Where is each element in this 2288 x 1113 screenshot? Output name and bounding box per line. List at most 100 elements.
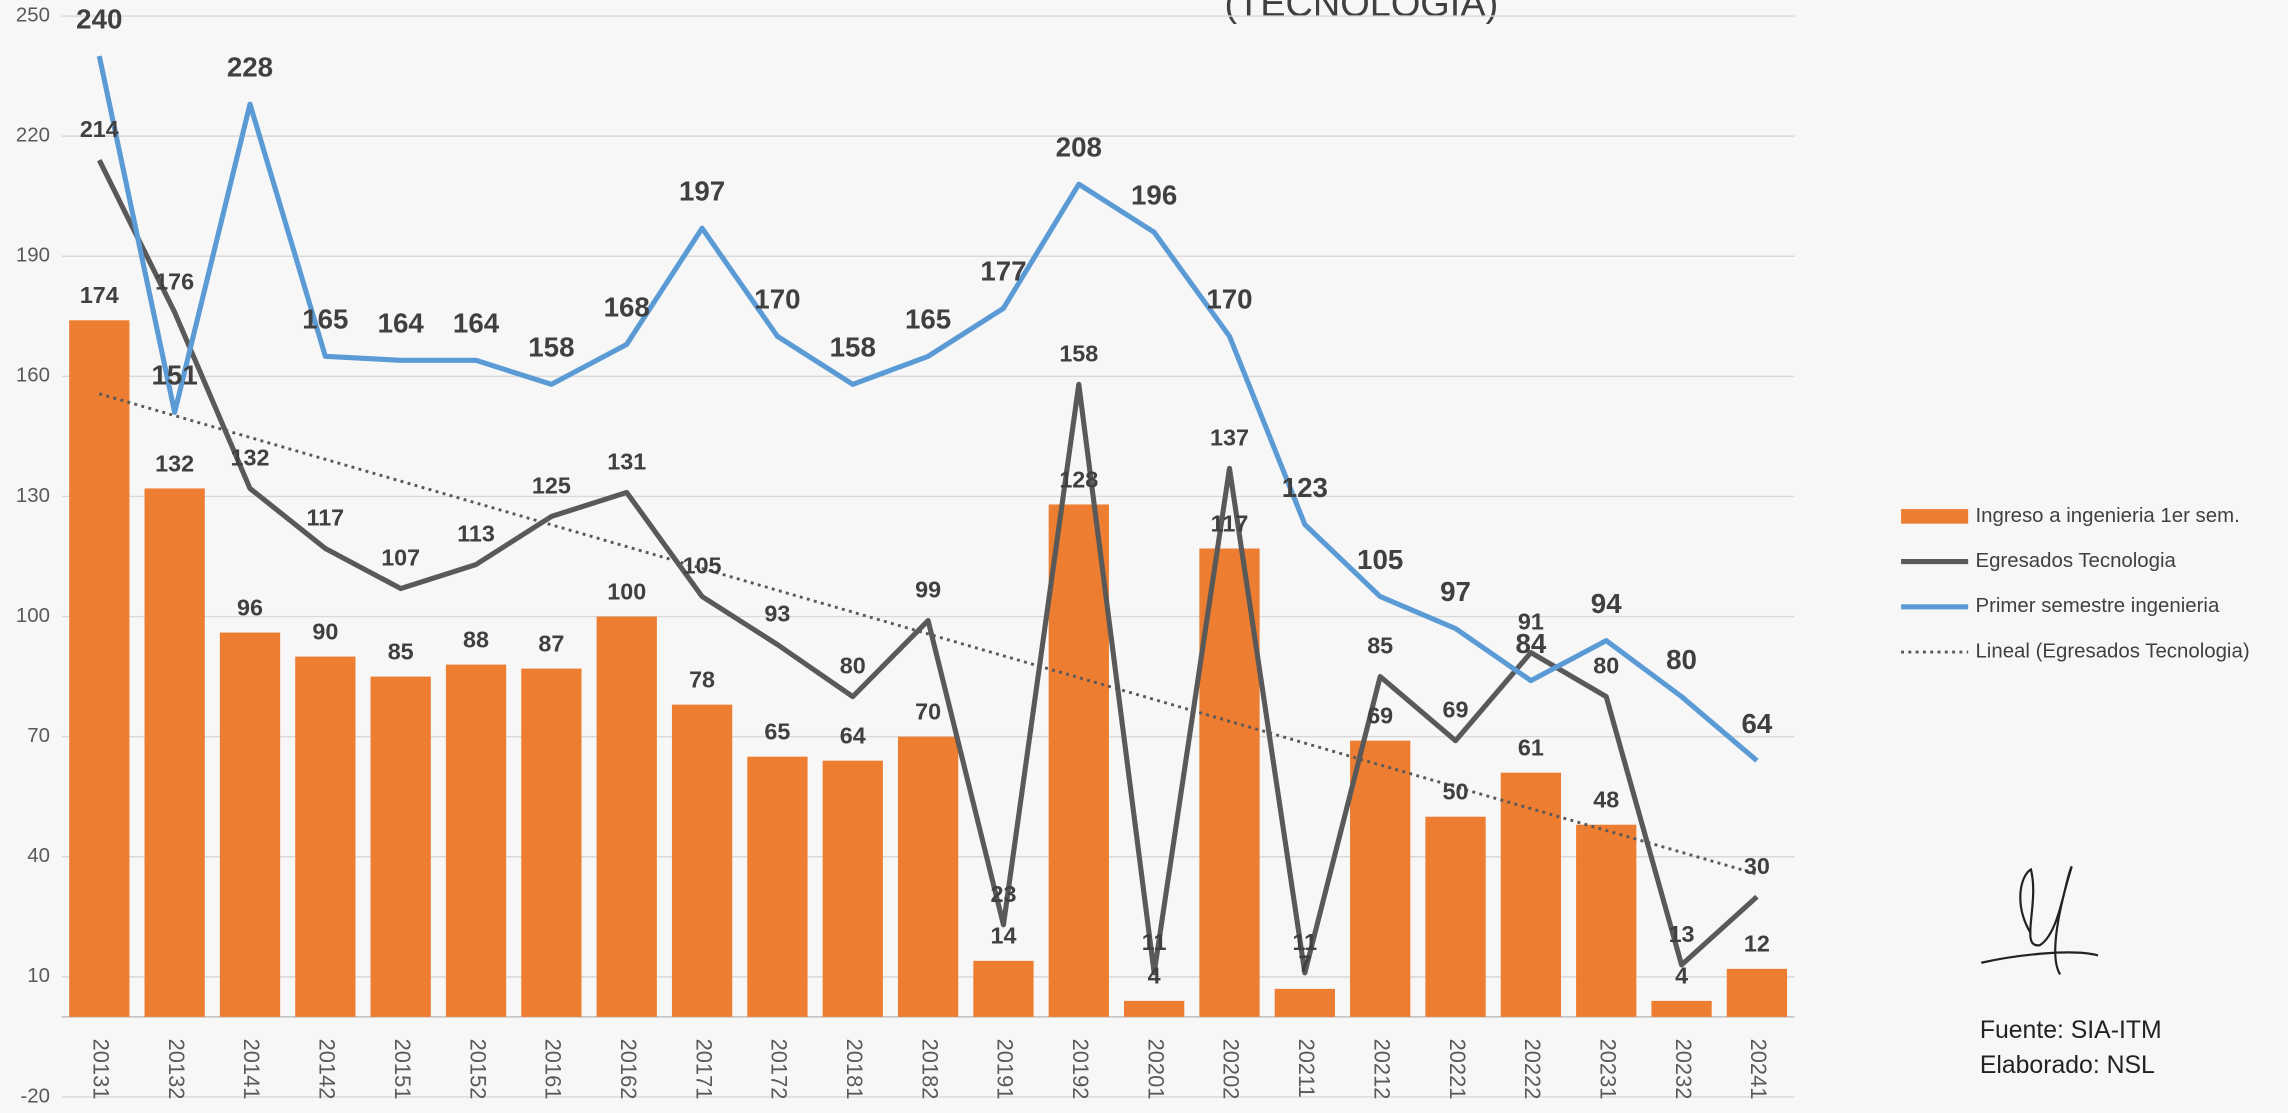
x-tick-label: 20171 — [691, 1039, 716, 1100]
y-tick-label: -20 — [20, 1085, 50, 1107]
legend-label: Egresados Tecnologia — [1975, 550, 2176, 572]
x-tick-label: 20141 — [239, 1039, 264, 1100]
data-label: 84 — [1515, 628, 1546, 659]
data-label: 4 — [1148, 963, 1161, 989]
data-label: 125 — [532, 472, 571, 498]
data-label: 132 — [155, 450, 194, 476]
x-tick-label: 20212 — [1369, 1039, 1394, 1100]
x-tick-label: 20142 — [315, 1039, 340, 1100]
bar — [1048, 504, 1109, 1017]
data-label: 176 — [155, 268, 194, 294]
y-tick-label: 220 — [16, 125, 50, 147]
data-label: 69 — [1367, 702, 1393, 728]
y-tick-label: 190 — [16, 245, 50, 267]
data-label: 117 — [1211, 510, 1249, 536]
data-label: 107 — [381, 545, 420, 571]
bar — [1425, 816, 1486, 1017]
bar — [1350, 740, 1411, 1017]
x-tick-label: 20202 — [1219, 1039, 1244, 1100]
data-label: 158 — [1059, 340, 1098, 366]
bar — [219, 632, 281, 1017]
data-label: 240 — [76, 3, 122, 34]
data-label: 65 — [764, 718, 790, 744]
data-label: 64 — [1742, 708, 1773, 739]
data-label: 23 — [990, 881, 1016, 907]
bar — [747, 756, 808, 1017]
data-label: 70 — [915, 698, 941, 724]
data-label: 158 — [528, 332, 574, 363]
data-label: 96 — [237, 594, 263, 620]
data-label: 48 — [1593, 787, 1619, 813]
line-series — [96, 55, 1759, 763]
x-tick-label: 20222 — [1520, 1039, 1545, 1100]
x-tick-label: 20201 — [1143, 1039, 1168, 1100]
x-tick-label: 20232 — [1671, 1039, 1696, 1100]
x-tick-label: 20192 — [1068, 1039, 1093, 1100]
bar — [1274, 988, 1335, 1017]
bar — [370, 676, 431, 1017]
data-label: 228 — [227, 51, 273, 82]
x-tick-label: 20161 — [541, 1039, 566, 1100]
bar — [521, 668, 582, 1017]
x-tick-label: 20162 — [616, 1039, 641, 1100]
data-label: 97 — [1440, 576, 1471, 607]
data-label: 197 — [679, 176, 725, 207]
bar — [144, 488, 205, 1017]
data-label: 113 — [457, 520, 495, 546]
data-label: 85 — [388, 638, 414, 664]
data-label: 11 — [1142, 929, 1167, 955]
x-tick-label: 20152 — [465, 1039, 490, 1100]
data-label: 69 — [1443, 697, 1469, 723]
bar — [1576, 824, 1637, 1017]
x-tick-label: 20151 — [390, 1039, 415, 1100]
data-label: 170 — [754, 284, 800, 315]
data-label: 100 — [607, 578, 646, 604]
x-tick-label: 20131 — [89, 1039, 114, 1100]
data-label: 165 — [905, 304, 951, 335]
data-label: 64 — [840, 722, 866, 748]
data-label: 61 — [1518, 734, 1544, 760]
data-label: 117 — [307, 504, 345, 530]
legend-label: Ingreso a ingenieria 1er sem. — [1975, 505, 2239, 527]
data-label: 196 — [1131, 180, 1177, 211]
data-label: 168 — [604, 292, 650, 323]
data-label: 90 — [312, 618, 338, 644]
data-label: 14 — [990, 923, 1016, 949]
author-note: Elaborado: NSL — [1980, 1052, 2155, 1079]
data-label: 214 — [80, 116, 119, 142]
line-series — [97, 159, 1759, 976]
data-label: 88 — [463, 626, 489, 652]
x-tick-label: 20221 — [1445, 1039, 1470, 1100]
data-label: 80 — [1593, 653, 1619, 679]
legend-label: Lineal (Egresados Tecnologia) — [1975, 640, 2249, 662]
data-label: 80 — [1666, 644, 1697, 675]
data-label: 4 — [1675, 963, 1688, 989]
x-tick-label: 20211 — [1294, 1039, 1319, 1098]
data-label: 158 — [830, 332, 876, 363]
signature — [1981, 865, 2099, 975]
data-label: 78 — [689, 666, 715, 692]
bar — [822, 760, 883, 1017]
data-label: 105 — [1357, 544, 1403, 575]
bar — [445, 664, 507, 1017]
x-tick-label: 20191 — [993, 1039, 1018, 1100]
bar — [1124, 1000, 1185, 1017]
data-label: 99 — [915, 577, 941, 603]
trendline — [98, 392, 1758, 876]
data-label: 12 — [1744, 931, 1770, 957]
data-label: 177 — [980, 256, 1026, 287]
data-label: 131 — [607, 448, 646, 474]
data-label: 123 — [1282, 472, 1328, 503]
chart-title: (TECNOLOGIA) — [1224, 0, 1498, 25]
y-tick-label: 130 — [16, 485, 50, 507]
x-tick-label: 20231 — [1595, 1039, 1620, 1100]
x-tick-label: 20132 — [164, 1039, 189, 1100]
bar — [1726, 968, 1788, 1017]
bar — [1199, 548, 1260, 1017]
data-label: 85 — [1367, 633, 1393, 659]
data-label: 30 — [1744, 853, 1770, 879]
data-label: 93 — [764, 601, 790, 627]
x-tick-label: 20241 — [1746, 1039, 1771, 1100]
x-tick-label: 20172 — [767, 1039, 792, 1100]
y-tick-label: 160 — [16, 365, 50, 387]
